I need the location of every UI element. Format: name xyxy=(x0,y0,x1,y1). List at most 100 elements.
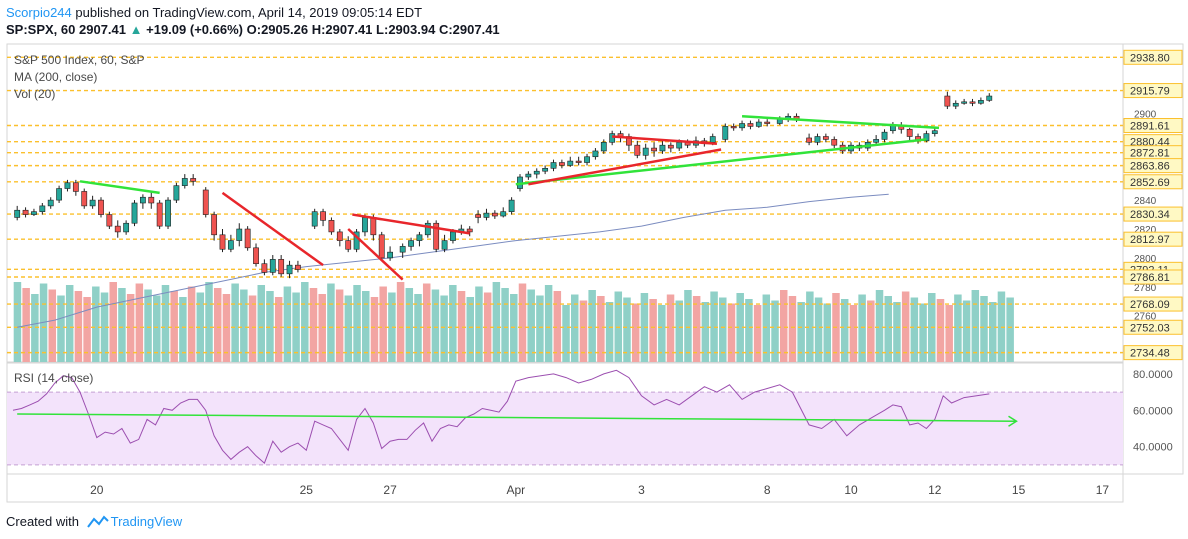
rsi-tick-label: 80.0000 xyxy=(1133,369,1173,381)
volume-bar xyxy=(161,285,170,362)
candle-body xyxy=(328,220,335,233)
volume-bar xyxy=(701,302,710,362)
volume-bar xyxy=(327,283,335,362)
volume-bar xyxy=(196,292,205,362)
volume-bar xyxy=(274,297,283,362)
time-axis[interactable] xyxy=(6,473,1124,503)
rsi-band xyxy=(7,392,1123,465)
volume-bar xyxy=(248,295,257,362)
candle-body xyxy=(336,231,343,241)
symbol-label[interactable]: SP:SPX, 60 xyxy=(6,22,76,37)
candle-body xyxy=(345,240,352,250)
candle-body xyxy=(424,222,431,236)
volume-bar xyxy=(527,289,535,362)
trendline-red xyxy=(221,191,324,267)
volume-bar xyxy=(988,302,997,362)
volume-bar xyxy=(1006,297,1014,362)
price-level-tag xyxy=(1123,174,1183,190)
price-level-label: 2938.80 xyxy=(1130,52,1170,64)
volume-bar xyxy=(875,290,884,362)
volume-bar xyxy=(814,297,823,362)
time-tick-label: 27 xyxy=(383,483,397,497)
candle-body xyxy=(923,133,930,142)
volume-bar xyxy=(597,296,605,362)
candle-body xyxy=(609,133,616,143)
candle-body xyxy=(659,144,666,152)
volume-bar xyxy=(762,294,771,362)
volume-legend: Vol (20) xyxy=(14,87,56,101)
candle-body xyxy=(642,147,649,156)
volume-bar xyxy=(736,293,744,362)
volume-bar xyxy=(414,294,422,362)
candle-body xyxy=(747,123,754,127)
volume-bar xyxy=(48,289,57,362)
author-link[interactable]: Scorpio244 xyxy=(6,5,72,20)
volume-bar xyxy=(684,290,692,362)
candle-body xyxy=(64,182,71,189)
trend-lines[interactable] xyxy=(79,115,940,281)
candle-body xyxy=(977,100,984,104)
low-value: 2903.94 xyxy=(388,22,436,37)
candle-body xyxy=(931,130,938,134)
volume-bar xyxy=(283,286,292,362)
volume-bar xyxy=(954,294,962,362)
price-level-label: 2734.48 xyxy=(1130,348,1170,360)
candle-body xyxy=(227,240,234,250)
volume-bar xyxy=(675,300,683,362)
candle-body xyxy=(148,196,155,204)
time-tick-label: 20 xyxy=(90,483,104,497)
volume-bar xyxy=(440,295,448,362)
price-axis[interactable] xyxy=(1122,43,1184,475)
volume-bar xyxy=(562,305,570,362)
price-axis-labels: 2760 2780 2800 2820 2840 2900 2938.80 2915.79 28… xyxy=(1123,49,1183,454)
price-level-tag xyxy=(1123,206,1183,222)
candle-body xyxy=(600,141,607,152)
volume-bar xyxy=(457,291,466,362)
volume-bar xyxy=(370,297,379,362)
candle-body xyxy=(969,101,976,104)
price-level-tag xyxy=(1123,158,1183,174)
ma-legend: MA (200, close) xyxy=(14,70,98,84)
candle-body xyxy=(320,211,326,221)
volume-bar xyxy=(483,292,492,362)
candle-body xyxy=(378,234,385,259)
candle-body xyxy=(190,178,197,182)
volume-bar xyxy=(753,305,762,362)
candle-body xyxy=(139,196,146,204)
volume-bar xyxy=(823,303,832,362)
candle-body xyxy=(944,95,951,107)
candle-body xyxy=(558,162,565,166)
candle-body xyxy=(491,212,498,217)
time-tick-label: 17 xyxy=(1096,483,1110,497)
time-tick-label: 8 xyxy=(764,483,771,497)
volume-bar xyxy=(231,283,239,362)
volume-bar xyxy=(806,291,814,362)
candle-body xyxy=(202,189,209,215)
time-tick-label: 12 xyxy=(928,483,942,497)
candle-body xyxy=(584,156,590,163)
price-level-label: 2768.09 xyxy=(1130,299,1170,311)
tradingview-brand-link[interactable]: TradingView xyxy=(110,514,183,529)
candle-body xyxy=(261,263,268,273)
candle-body xyxy=(483,212,490,218)
volume-bar xyxy=(170,291,178,362)
candle-body xyxy=(22,209,29,215)
volume-bar xyxy=(788,296,797,362)
price-level-label: 2752.03 xyxy=(1130,322,1170,334)
trendline-green xyxy=(741,115,940,130)
volume-bar xyxy=(588,290,596,362)
candle-body xyxy=(311,211,318,227)
trendline-red xyxy=(347,228,404,281)
rsi-legend: RSI (14, close) xyxy=(14,371,94,385)
volume-bar xyxy=(936,299,945,362)
candle-body xyxy=(56,188,62,201)
candle-body xyxy=(986,95,993,101)
candle-body xyxy=(730,126,737,129)
footer: Created with TradingView xyxy=(6,514,182,529)
candle-body xyxy=(399,246,406,253)
volume-bar xyxy=(57,295,65,362)
candle-body xyxy=(123,222,130,233)
close-label: C: xyxy=(438,22,453,37)
candle-body xyxy=(525,173,532,178)
